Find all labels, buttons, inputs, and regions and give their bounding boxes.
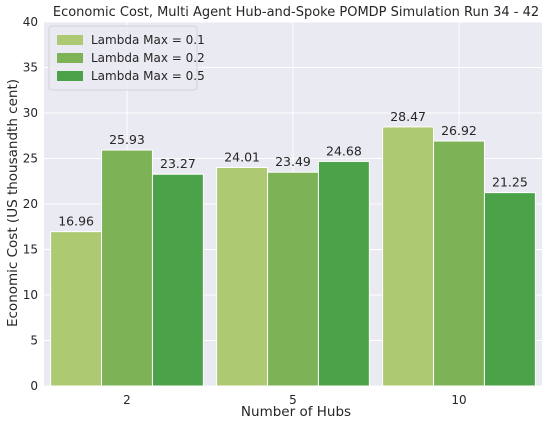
- y-tick-label: 5: [30, 334, 38, 348]
- y-tick-label: 35: [23, 61, 38, 75]
- y-axis-ticks: 0 5 10 15 20 25 30 35 40: [23, 15, 38, 393]
- bar-value-label: 26.92: [441, 123, 477, 138]
- bar-value-label: 16.96: [58, 214, 94, 229]
- bar: [267, 171, 319, 387]
- y-axis-label: Economic Cost (US thousandth cent): [5, 79, 21, 327]
- bar: [483, 192, 536, 387]
- bar: [151, 173, 204, 387]
- bars: [50, 126, 536, 387]
- legend-swatch: [57, 53, 83, 63]
- bar: [216, 167, 269, 387]
- bar: [101, 149, 153, 387]
- y-tick-label: 20: [23, 197, 38, 211]
- x-tick-label: 10: [451, 393, 466, 407]
- bar-value-label: 24.68: [326, 143, 362, 158]
- bar: [50, 231, 103, 387]
- y-tick-label: 15: [23, 243, 38, 257]
- x-axis-ticks: 2 5 10: [123, 393, 466, 407]
- y-tick-label: 40: [23, 15, 38, 29]
- legend-swatch: [57, 35, 83, 45]
- y-tick-label: 10: [23, 288, 38, 302]
- bar: [433, 140, 485, 387]
- legend: Lambda Max = 0.1 Lambda Max = 0.2 Lambda M…: [48, 25, 205, 91]
- legend-entry: Lambda Max = 0.2: [91, 51, 205, 65]
- bar-value-label: 23.27: [160, 156, 196, 171]
- y-tick-label: 25: [23, 152, 38, 166]
- y-tick-label: 0: [30, 379, 38, 393]
- legend-swatch: [57, 71, 83, 81]
- legend-entry: Lambda Max = 0.1: [91, 33, 205, 47]
- legend-entry: Lambda Max = 0.5: [91, 69, 205, 83]
- x-axis-label: Number of Hubs: [241, 404, 351, 420]
- bar-value-label: 28.47: [390, 109, 426, 124]
- bar: [317, 160, 370, 387]
- chart-title: Economic Cost, Multi Agent Hub-and-Spoke…: [53, 5, 539, 20]
- bar: [382, 126, 435, 387]
- x-tick-label: 5: [289, 393, 297, 407]
- bar-value-label: 25.93: [109, 132, 145, 147]
- legend-box: [48, 25, 198, 91]
- bar-value-label: 24.01: [224, 150, 260, 165]
- y-tick-label: 30: [23, 106, 38, 120]
- bar-value-label: 21.25: [492, 175, 528, 190]
- x-tick-label: 2: [123, 393, 131, 407]
- data-labels: 16.96 25.93 23.27 24.01 23.49 24.68 28.47 26.92…: [58, 109, 528, 229]
- bar-value-label: 23.49: [275, 154, 311, 169]
